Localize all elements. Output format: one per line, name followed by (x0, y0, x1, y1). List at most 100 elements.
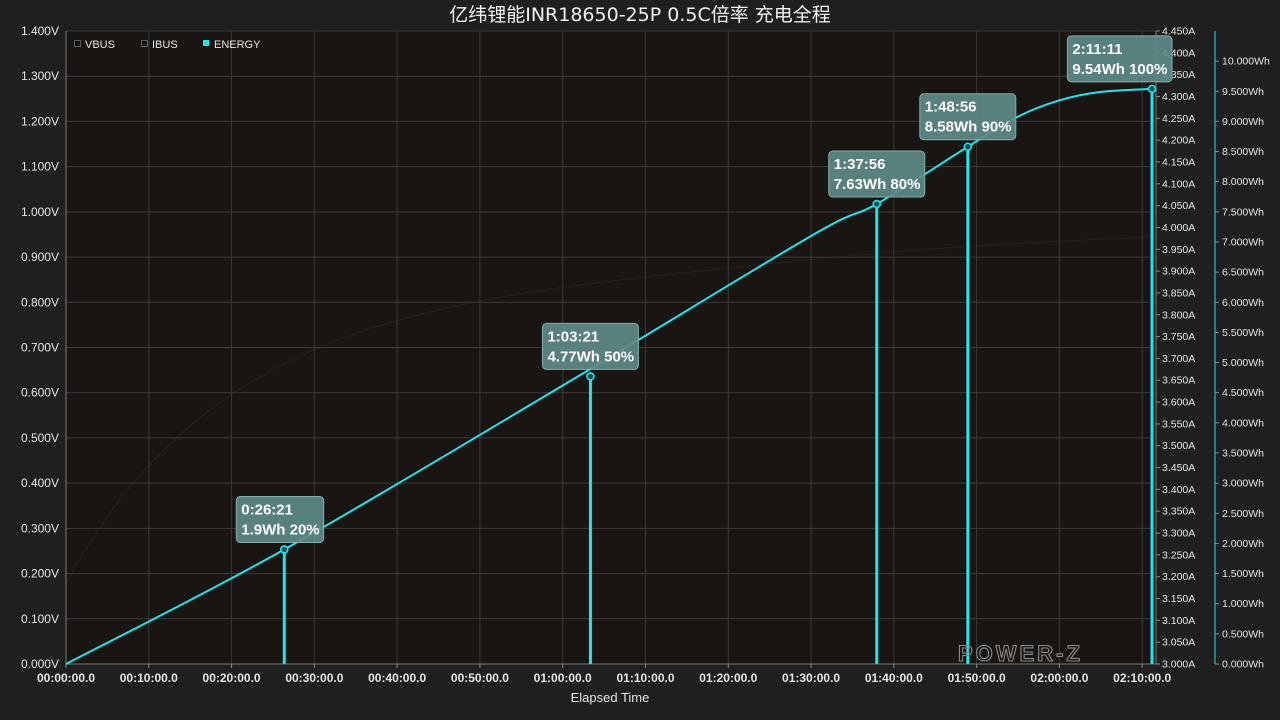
mid-tick-label: 3.600A (1162, 397, 1195, 409)
right-tick-label: 5.500Wh (1222, 327, 1264, 339)
x-tick-label: 01:10:00.0 (616, 671, 674, 685)
hidden-trace (65, 235, 1157, 585)
marker-point (872, 199, 882, 209)
mid-tick-label: 4.150A (1162, 156, 1195, 168)
mid-tick-label: 3.450A (1162, 462, 1195, 474)
marker-point (963, 142, 973, 152)
x-tick-label: 01:50:00.0 (948, 671, 1006, 685)
mid-tick-label: 4.450A (1162, 26, 1195, 38)
right-tick-label: 3.500Wh (1222, 448, 1264, 460)
x-tick-label: 00:50:00.0 (451, 671, 509, 685)
mid-tick-label: 3.150A (1162, 593, 1195, 605)
x-tick-label: 01:40:00.0 (865, 671, 923, 685)
x-tick-label: 01:30:00.0 (782, 671, 840, 685)
mid-tick-label: 3.900A (1162, 266, 1195, 278)
left-tick-label: 0.800V (21, 295, 59, 309)
mid-tick-label: 3.300A (1162, 528, 1195, 540)
left-tick-label: 0.300V (21, 521, 59, 535)
marker-value-label: 9.54Wh 100% (1072, 61, 1167, 78)
right-tick-label: 7.500Wh (1222, 206, 1264, 218)
right-tick-label: 5.000Wh (1222, 357, 1264, 369)
marker-value-label: 7.63Wh 80% (834, 176, 921, 193)
marker-point (279, 545, 289, 554)
mid-tick-label: 3.250A (1162, 549, 1195, 561)
left-tick-label: 0.500V (21, 431, 59, 445)
right-tick-label: 9.500Wh (1222, 86, 1264, 98)
left-tick-label: 1.200V (21, 114, 59, 128)
legend-label: ENERGY (214, 39, 261, 51)
left-tick-label: 0.200V (21, 567, 59, 581)
x-axis-title: Elapsed Time (571, 690, 650, 705)
x-tick-label: 02:10:00.0 (1113, 671, 1171, 685)
right-tick-label: 10.000Wh (1222, 56, 1270, 68)
right-tick-label: 8.500Wh (1222, 146, 1264, 158)
mid-tick-label: 3.350A (1162, 506, 1195, 518)
legend-swatch (203, 40, 209, 46)
legend-swatch (141, 40, 148, 47)
marker-value-label: 8.58Wh 90% (925, 119, 1012, 136)
right-tick-label: 1.500Wh (1222, 568, 1264, 580)
x-tick-label: 00:00:00.0 (37, 671, 95, 685)
mid-tick-label: 4.050A (1162, 200, 1195, 212)
mid-tick-label: 3.850A (1162, 287, 1195, 299)
right-tick-label: 6.000Wh (1222, 297, 1264, 309)
mid-tick-label: 4.300A (1162, 91, 1195, 103)
mid-tick-label: 3.650A (1162, 375, 1195, 387)
marker-point (1147, 84, 1157, 94)
mid-tick-label: 3.000A (1162, 659, 1195, 671)
mid-tick-label: 4.250A (1162, 113, 1195, 125)
legend-label: IBUS (152, 39, 178, 51)
marker-time-label: 1:03:21 (547, 328, 599, 345)
mid-tick-label: 3.550A (1162, 418, 1195, 430)
x-tick-label: 00:40:00.0 (368, 671, 426, 685)
marker-value-label: 1.9Wh 20% (241, 521, 319, 538)
left-tick-label: 1.300V (21, 69, 59, 83)
legend-swatch (74, 40, 81, 47)
right-tick-label: 6.500Wh (1222, 267, 1264, 279)
left-tick-label: 0.400V (21, 476, 59, 490)
marker-label-box (828, 150, 926, 198)
left-tick-label: 0.000V (21, 657, 59, 671)
mid-tick-label: 3.700A (1162, 353, 1195, 365)
x-tick-label: 02:00:00.0 (1030, 671, 1088, 685)
x-tick-label: 00:20:00.0 (203, 671, 261, 685)
left-tick-label: 0.900V (21, 250, 59, 264)
right-tick-label: 3.000Wh (1222, 478, 1264, 490)
right-tick-label: 8.000Wh (1222, 176, 1264, 188)
mid-tick-label: 4.200A (1162, 135, 1195, 147)
mid-tick-label: 3.800A (1162, 309, 1195, 321)
right-tick-label: 9.000Wh (1222, 116, 1264, 128)
right-tick-label: 0.000Wh (1222, 659, 1264, 671)
marker-label-box (1066, 35, 1173, 83)
marker-time-label: 2:11:11 (1072, 41, 1122, 58)
mid-tick-label: 4.100A (1162, 178, 1195, 190)
left-tick-label: 1.000V (21, 205, 59, 219)
right-tick-label: 4.500Wh (1222, 387, 1264, 399)
marker-point (586, 372, 595, 381)
mid-tick-label: 3.200A (1162, 571, 1195, 583)
marker-time-label: 1:37:56 (834, 156, 886, 173)
mid-tick-label: 3.050A (1162, 637, 1195, 649)
power-z-logo: POWER-Z (958, 641, 1083, 666)
mid-tick-label: 4.000A (1162, 222, 1195, 234)
marker-label-box (919, 93, 1017, 141)
mid-tick-label: 3.400A (1162, 484, 1195, 496)
right-tick-label: 2.500Wh (1222, 508, 1264, 520)
left-tick-label: 0.700V (21, 341, 59, 355)
right-tick-label: 1.000Wh (1222, 598, 1264, 610)
right-tick-label: 2.000Wh (1222, 538, 1264, 550)
right-tick-label: 4.000Wh (1222, 417, 1264, 429)
mid-tick-label: 3.750A (1162, 331, 1195, 343)
left-tick-label: 0.600V (21, 386, 59, 400)
marker-label-box (235, 495, 325, 543)
x-tick-label: 00:30:00.0 (285, 671, 343, 685)
right-tick-label: 7.000Wh (1222, 237, 1264, 249)
x-tick-label: 01:00:00.0 (534, 671, 592, 685)
legend-label: VBUS (85, 39, 115, 51)
marker-time-label: 0:26:21 (241, 501, 293, 518)
marker-value-label: 4.77Wh 50% (547, 348, 634, 365)
x-tick-label: 00:10:00.0 (120, 671, 178, 685)
mid-tick-label: 3.500A (1162, 440, 1195, 452)
